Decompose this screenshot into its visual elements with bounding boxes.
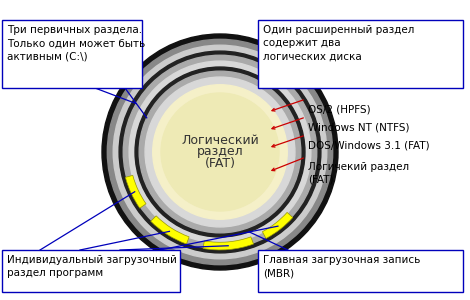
Circle shape	[145, 77, 295, 227]
Wedge shape	[203, 237, 253, 250]
Circle shape	[139, 71, 301, 233]
Circle shape	[107, 39, 333, 265]
Text: Логический: Логический	[181, 134, 259, 146]
Text: (FAT): (FAT)	[204, 158, 235, 170]
Wedge shape	[151, 216, 189, 244]
Circle shape	[153, 85, 287, 219]
Circle shape	[123, 55, 317, 249]
Circle shape	[113, 45, 327, 259]
Wedge shape	[262, 212, 293, 238]
Circle shape	[135, 67, 305, 237]
Bar	[258, 250, 463, 292]
Text: Главная загрузочная запись
(MBR): Главная загрузочная запись (MBR)	[263, 255, 420, 278]
Text: Три первичных раздела.
Только один может быть
активным (C:\): Три первичных раздела. Только один может…	[7, 25, 145, 62]
Circle shape	[161, 93, 279, 211]
Text: OS/2 (HPFS): OS/2 (HPFS)	[308, 104, 371, 114]
Text: DOS/Windows 3.1 (FAT): DOS/Windows 3.1 (FAT)	[308, 140, 430, 150]
Circle shape	[102, 34, 338, 270]
Text: Индивидуальный загрузочный
раздел программ: Индивидуальный загрузочный раздел програ…	[7, 255, 177, 278]
Text: Один расширенный раздел
содержит два
логических диска: Один расширенный раздел содержит два лог…	[263, 25, 415, 62]
Wedge shape	[125, 176, 146, 208]
Text: Логичекий раздел
(FAT): Логичекий раздел (FAT)	[308, 162, 409, 184]
Bar	[2, 250, 180, 292]
Text: раздел: раздел	[196, 146, 243, 158]
Circle shape	[119, 51, 321, 253]
Circle shape	[129, 61, 311, 243]
Bar	[258, 20, 463, 88]
Text: Windows NT (NTFS): Windows NT (NTFS)	[308, 122, 409, 132]
Bar	[2, 20, 142, 88]
